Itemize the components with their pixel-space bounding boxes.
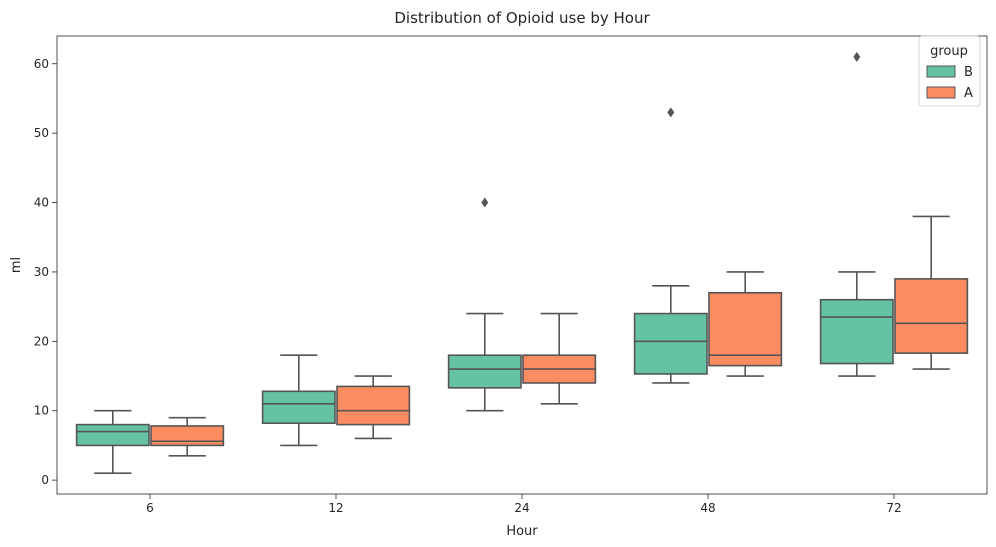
chart-title: Distribution of Opioid use by Hour <box>394 9 650 27</box>
legend-title: group <box>930 44 968 59</box>
y-tick-label: 40 <box>34 196 49 210</box>
box-b-72 <box>819 51 894 377</box>
legend-label-b: B <box>964 65 973 80</box>
outlier-point <box>667 107 675 118</box>
x-axis-label: Hour <box>506 524 538 539</box>
box-body <box>336 385 411 426</box>
box-a-48 <box>708 271 783 377</box>
box-body <box>894 278 969 354</box>
legend-swatch-b <box>926 65 956 78</box>
box-body <box>819 298 894 365</box>
y-tick-label: 60 <box>34 57 49 71</box>
x-tick-label: 6 <box>146 501 154 515</box>
box-a-24 <box>522 312 597 405</box>
legend-swatch-a <box>926 86 956 99</box>
box-body <box>447 354 522 389</box>
box-body <box>150 425 225 447</box>
y-tick-label: 30 <box>34 265 49 279</box>
x-axis: 6 12 24 48 72 <box>146 494 902 515</box>
box-a-12 <box>336 375 411 440</box>
y-axis-label: ml <box>9 257 24 273</box>
y-tick-label: 50 <box>34 126 49 140</box>
y-tick-label: 10 <box>34 404 49 418</box>
box-body <box>261 390 336 425</box>
box-a-6 <box>150 416 225 457</box>
x-tick-label: 48 <box>700 501 715 515</box>
x-tick-label: 24 <box>514 501 529 515</box>
box-b-24 <box>447 197 522 412</box>
y-axis: 0 10 20 30 40 50 60 <box>34 57 57 487</box>
box-b-12 <box>261 354 336 447</box>
legend-label-a: A <box>964 86 973 101</box>
box-a-72 <box>894 215 969 370</box>
outlier-point <box>481 197 489 208</box>
plot-area <box>75 51 969 474</box>
y-tick-label: 20 <box>34 334 49 348</box>
y-tick-label: 0 <box>41 473 49 487</box>
box-body <box>75 423 150 447</box>
box-body <box>633 312 708 375</box>
outlier-point <box>853 51 861 62</box>
box-b-6 <box>75 409 150 474</box>
box-b-48 <box>633 107 708 384</box>
x-tick-label: 72 <box>886 501 901 515</box>
box-body <box>708 291 783 367</box>
x-tick-label: 12 <box>328 501 343 515</box>
legend: group B A <box>918 35 981 107</box>
